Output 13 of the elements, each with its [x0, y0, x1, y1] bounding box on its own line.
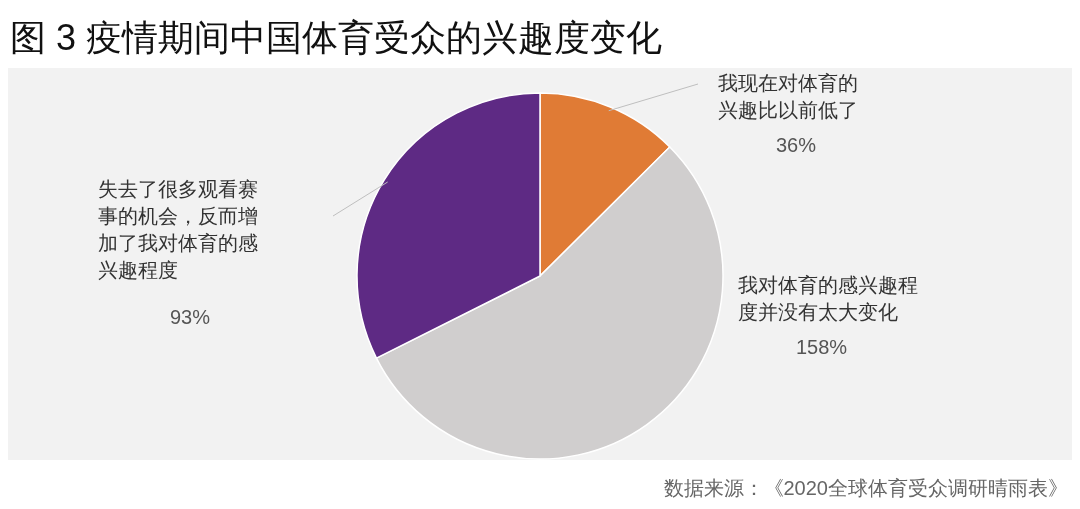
value-label: 93%: [170, 306, 211, 328]
category-label: 我对体育的感兴趣程: [738, 274, 918, 296]
title: 图 3 疫情期间中国体育受众的兴趣度变化: [10, 17, 663, 58]
category-label: 事的机会，反而增: [98, 205, 258, 227]
value-label: 36%: [776, 134, 817, 156]
category-label: 我现在对体育的: [718, 72, 858, 94]
value-label: 158%: [796, 336, 848, 358]
annotation: 数据来源：《2020全球体育受众调研晴雨表》: [663, 477, 1068, 499]
category-label: 加了我对体育的感: [98, 232, 258, 254]
category-label: 失去了很多观看赛: [98, 178, 258, 200]
category-label: 度并没有太大变化: [738, 301, 898, 323]
category-label: 兴趣程度: [98, 259, 178, 281]
category-label: 兴趣比以前低了: [718, 99, 858, 121]
